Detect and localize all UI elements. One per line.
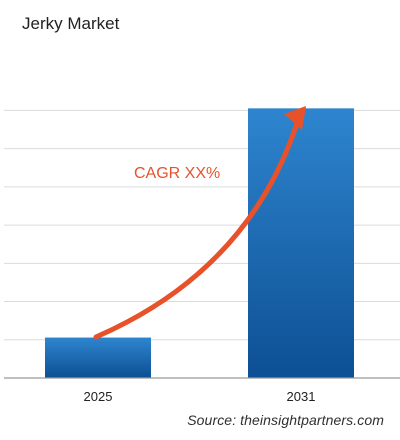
cagr-arrow	[93, 117, 301, 340]
x-tick-labels: 2025 2031	[84, 389, 316, 404]
x-tick-label: 2025	[84, 389, 113, 404]
bar-2025	[45, 337, 151, 378]
bars	[45, 108, 354, 378]
cagr-label: CAGR XX%	[134, 165, 220, 182]
bar-2031	[248, 108, 354, 378]
source-credit: Source: theinsightpartners.com	[187, 412, 384, 428]
chart-title: Jerky Market	[22, 14, 120, 33]
x-tick-label: 2031	[287, 389, 316, 404]
cagr-arrow-head-icon	[284, 106, 306, 130]
